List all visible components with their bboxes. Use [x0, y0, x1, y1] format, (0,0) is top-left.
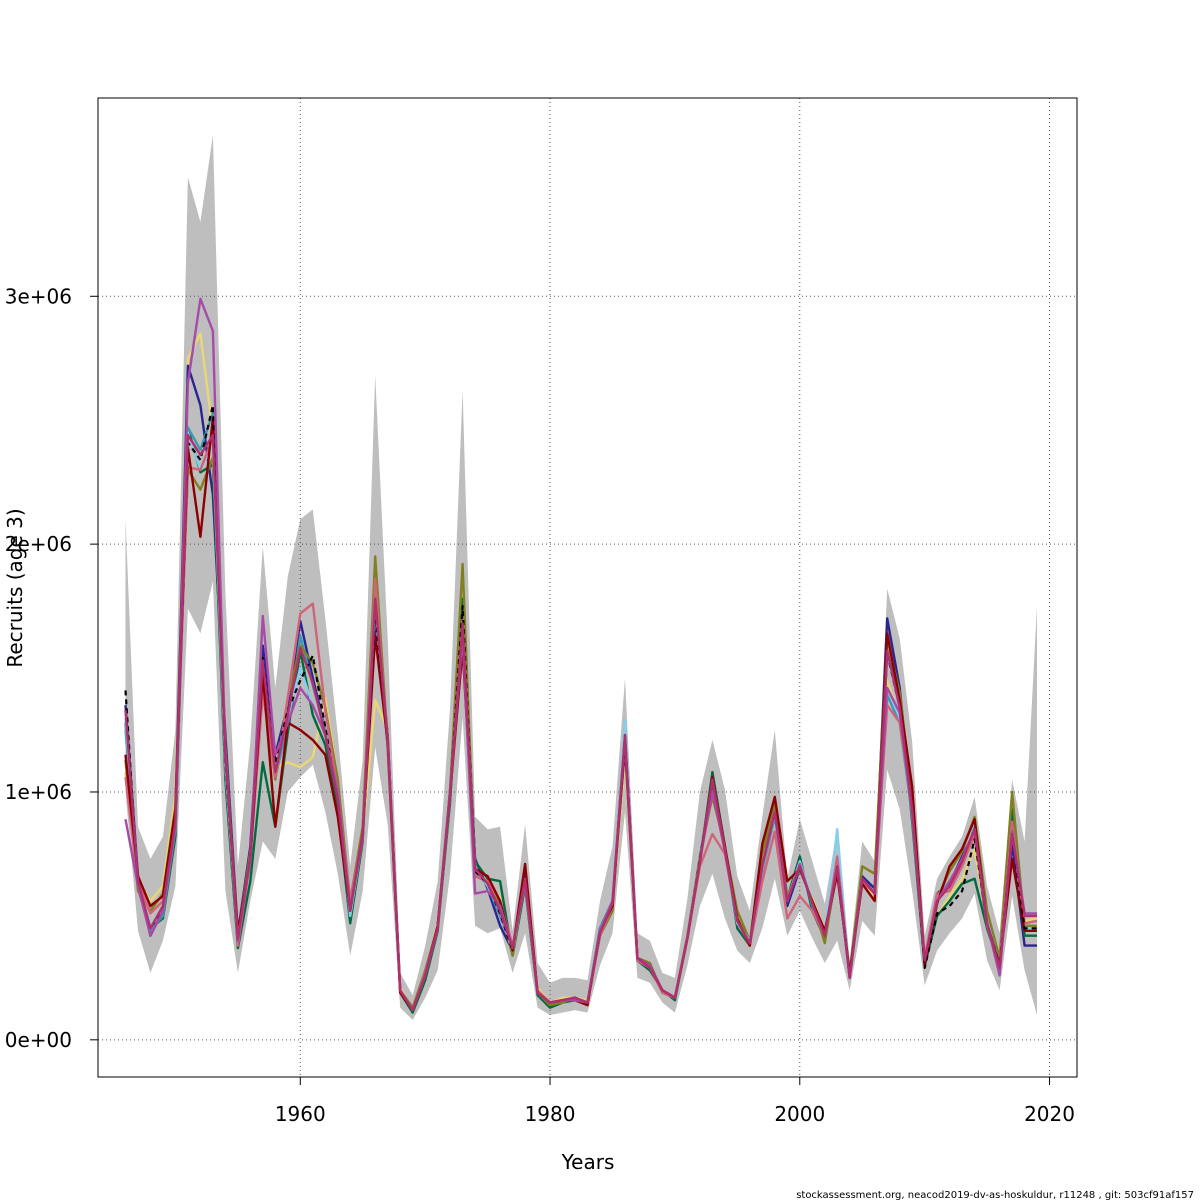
- y-axis: 0e+00 1e+06 2e+06 3e+06: [5, 284, 98, 1052]
- x-tick-label: 2020: [1024, 1102, 1075, 1126]
- y-tick-label: 0e+00: [5, 1028, 72, 1052]
- confidence-band: [125, 135, 1037, 1020]
- confidence-band-layer: [125, 135, 1037, 1020]
- footer-note: stockassessment.org, neacod2019-dv-as-ho…: [796, 1190, 1194, 1200]
- series-line-11: [124, 433, 1037, 1012]
- x-tick-label: 1980: [525, 1102, 576, 1126]
- y-tick-label: 1e+06: [5, 780, 72, 804]
- y-tick-label: 2e+06: [5, 532, 72, 556]
- x-tick-label: 1960: [275, 1102, 326, 1126]
- series-layer: [124, 297, 1038, 1014]
- plot-frame: [97, 97, 1078, 1078]
- y-tick-label: 3e+06: [5, 284, 72, 308]
- x-axis-label: Years: [561, 1150, 615, 1174]
- x-tick-label: 2000: [774, 1102, 825, 1126]
- x-axis: 1960 1980 2000 2020: [275, 1077, 1075, 1126]
- y-axis-label: Recruits (age 3): [3, 508, 27, 667]
